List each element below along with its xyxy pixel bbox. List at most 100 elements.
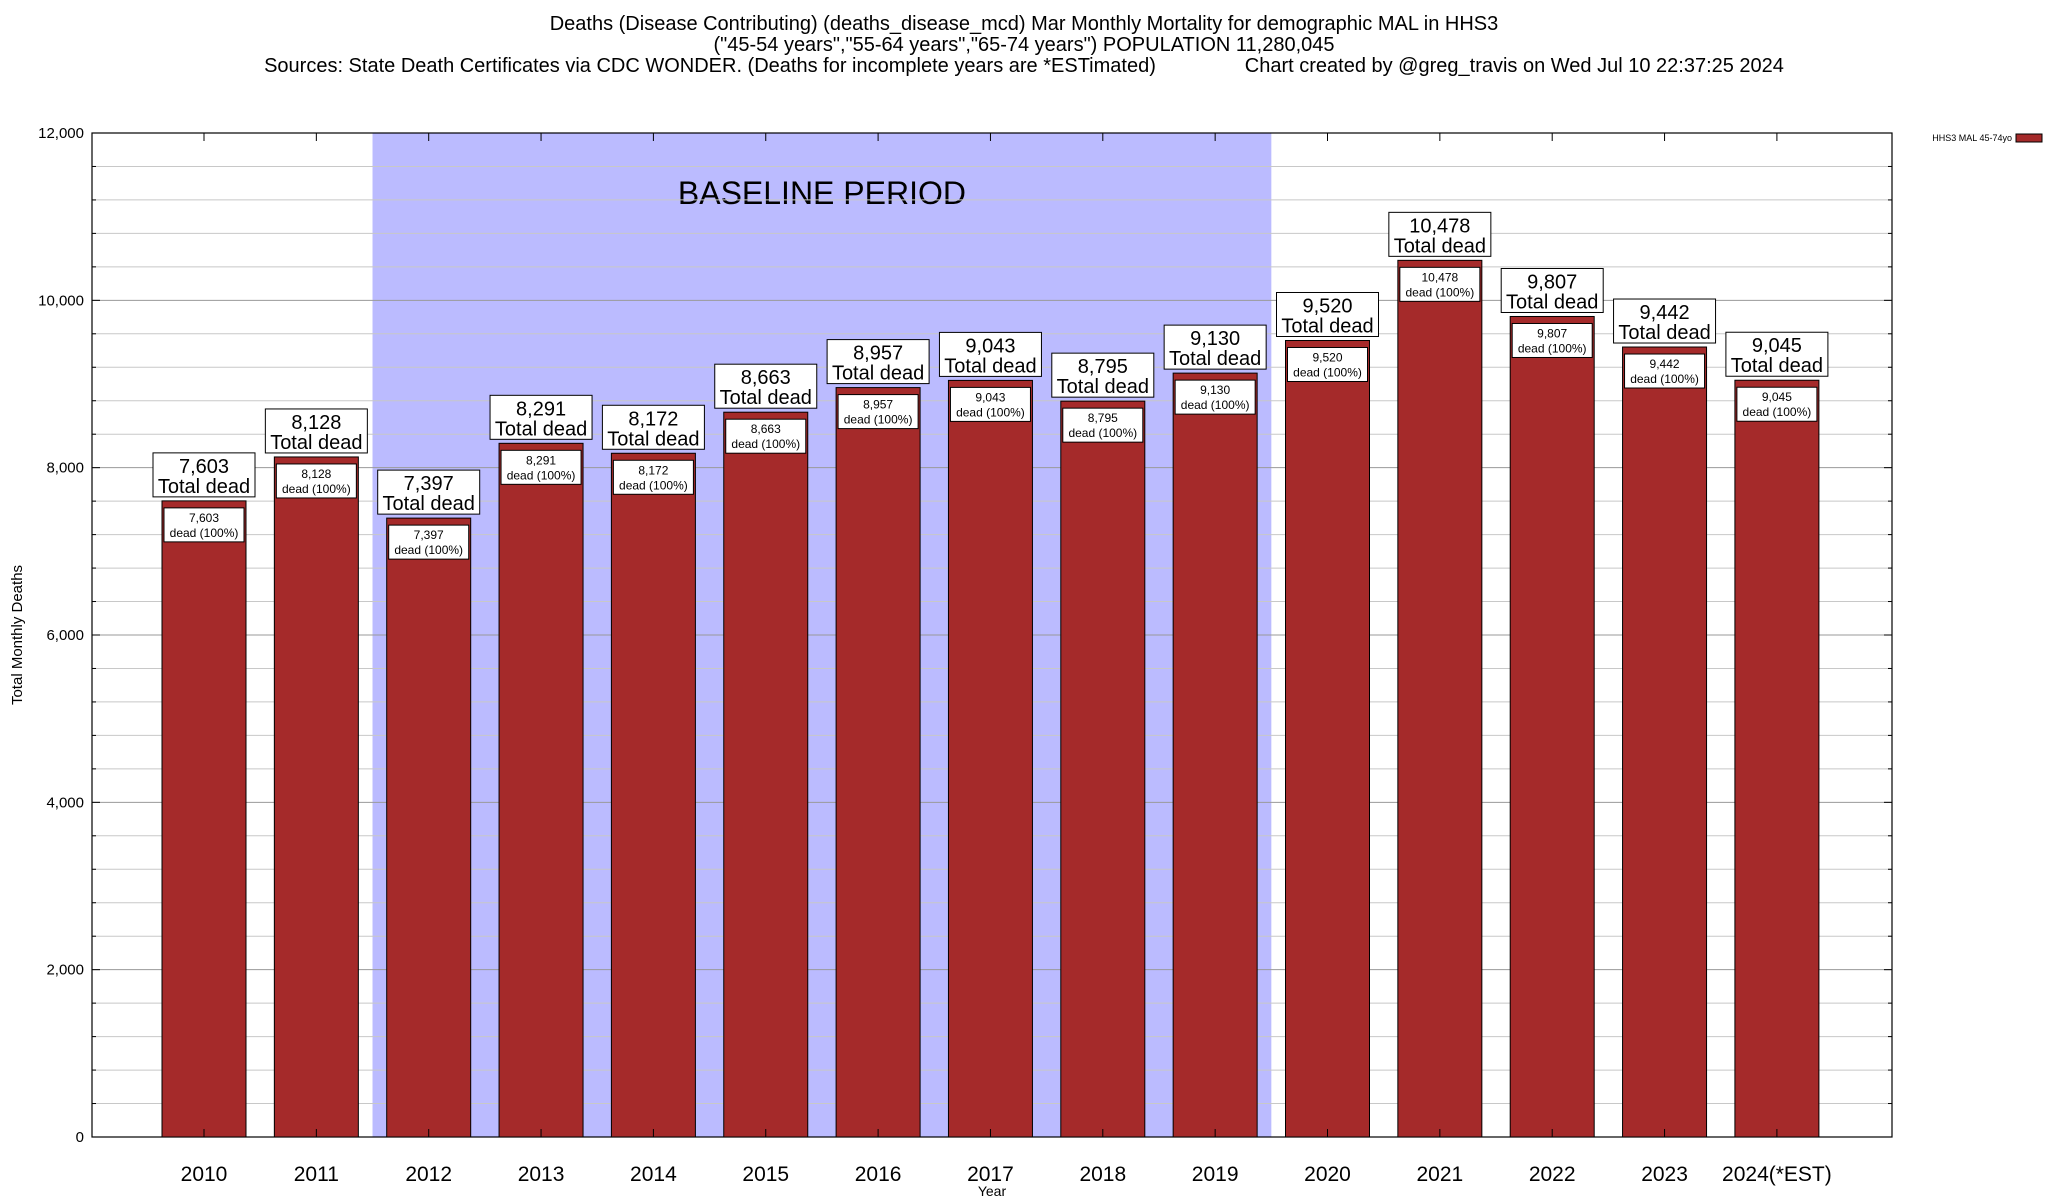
x-tick-label: 2024(*EST) [1722, 1163, 1832, 1186]
total-value-label: 10,478 [1409, 215, 1470, 237]
total-dead-label: Total dead [1731, 355, 1823, 377]
inner-percent-label: dead (100%) [1068, 426, 1137, 440]
x-tick-label: 2019 [1192, 1163, 1239, 1186]
x-tick-label: 2013 [518, 1163, 565, 1186]
bar-2022 [1509, 315, 1595, 1138]
inner-value-label: 9,807 [1537, 326, 1567, 340]
bar-2019 [1172, 372, 1258, 1138]
inner-value-label: 8,663 [751, 422, 781, 436]
inner-label-box [1511, 322, 1593, 358]
total-dead-label: Total dead [1057, 376, 1149, 398]
x-tick-label: 2022 [1529, 1163, 1576, 1186]
inner-label-box [725, 418, 807, 454]
total-dead-label: Total dead [720, 387, 812, 409]
chart-subtitle: ("45-54 years","55-64 years","65-74 year… [713, 34, 1335, 56]
inner-label-box [1736, 386, 1818, 422]
x-tick-label: 2012 [405, 1163, 452, 1186]
inner-percent-label: dead (100%) [619, 478, 688, 492]
bar-2012 [386, 517, 472, 1138]
inner-value-label: 8,291 [526, 453, 556, 467]
y-tick-label: 12,000 [38, 125, 84, 142]
bar-2010 [161, 500, 247, 1138]
total-label-box [1613, 298, 1717, 344]
bar-2021 [1397, 259, 1483, 1138]
inner-value-label: 8,795 [1088, 411, 1118, 425]
total-value-label: 7,397 [404, 473, 454, 495]
legend-swatch [2015, 133, 2043, 143]
x-tick-label: 2011 [294, 1163, 339, 1186]
total-label-box [1500, 267, 1604, 313]
inner-label-box [949, 386, 1031, 422]
total-label-box [826, 339, 930, 385]
inner-percent-label: dead (100%) [394, 543, 463, 557]
total-label-box [1725, 331, 1829, 377]
total-value-label: 9,442 [1640, 302, 1690, 324]
inner-label-box [163, 507, 245, 543]
total-dead-label: Total dead [1394, 235, 1486, 257]
inner-percent-label: dead (100%) [844, 413, 913, 427]
inner-value-label: 9,043 [975, 390, 1005, 404]
inner-percent-label: dead (100%) [1518, 341, 1587, 355]
inner-value-label: 10,478 [1421, 270, 1458, 284]
total-value-label: 9,130 [1190, 328, 1240, 350]
chart-title-block: Deaths (Disease Contributing) (deaths_di… [0, 14, 2048, 77]
inner-percent-label: dead (100%) [1743, 405, 1812, 419]
total-value-label: 9,520 [1302, 295, 1352, 317]
legend-label: HHS3 MAL 45-74yo [1932, 133, 2012, 143]
inner-percent-label: dead (100%) [956, 405, 1025, 419]
inner-value-label: 9,442 [1650, 357, 1680, 371]
inner-label-box [1399, 266, 1481, 302]
y-tick-label: 6,000 [46, 627, 84, 644]
total-value-label: 7,603 [179, 456, 229, 478]
total-label-box [714, 363, 818, 409]
inner-value-label: 8,957 [863, 398, 893, 412]
total-dead-label: Total dead [1618, 322, 1710, 344]
y-tick-label: 8,000 [46, 460, 84, 477]
inner-label-box [500, 449, 582, 485]
inner-label-box [612, 459, 694, 495]
bar-2018 [1060, 400, 1146, 1138]
bar-2016 [835, 387, 921, 1138]
y-axis-title: Total Monthly Deaths [9, 565, 26, 705]
total-value-label: 8,291 [516, 398, 566, 420]
total-label-box [1051, 352, 1155, 398]
total-label-box [1388, 211, 1492, 257]
bar-2014 [610, 452, 696, 1138]
x-tick-label: 2010 [181, 1163, 228, 1186]
total-dead-label: Total dead [495, 418, 587, 440]
inner-percent-label: dead (100%) [282, 482, 351, 496]
y-tick-label: 10,000 [38, 292, 84, 309]
inner-percent-label: dead (100%) [731, 437, 800, 451]
total-label-box [938, 331, 1042, 377]
inner-value-label: 9,130 [1200, 383, 1230, 397]
bar-2017 [947, 379, 1033, 1138]
chart-source-line: Sources: State Death Certificates via CD… [264, 55, 1784, 77]
total-value-label: 8,172 [628, 408, 678, 430]
bar-2023 [1622, 346, 1708, 1138]
inner-value-label: 9,045 [1762, 390, 1792, 404]
total-dead-label: Total dead [1506, 291, 1598, 313]
total-dead-label: Total dead [1169, 348, 1261, 370]
bar-2015 [723, 411, 809, 1138]
total-value-label: 8,795 [1078, 356, 1128, 378]
y-tick-label: 4,000 [46, 794, 84, 811]
total-value-label: 9,043 [965, 335, 1015, 357]
total-value-label: 9,807 [1527, 271, 1577, 293]
x-tick-label: 2014 [630, 1163, 677, 1186]
inner-label-box [837, 394, 919, 430]
total-value-label: 8,128 [291, 412, 341, 434]
total-dead-label: Total dead [158, 476, 250, 498]
total-dead-label: Total dead [607, 428, 699, 450]
x-axis-title: Year [978, 1183, 1007, 1199]
x-tick-label: 2023 [1641, 1163, 1688, 1186]
inner-percent-label: dead (100%) [1405, 285, 1474, 299]
inner-label-box [1062, 407, 1144, 443]
chart-title: Deaths (Disease Contributing) (deaths_di… [549, 13, 1499, 35]
bar-2011 [273, 456, 359, 1138]
total-dead-label: Total dead [383, 493, 475, 515]
x-tick-label: 2021 [1416, 1163, 1463, 1186]
total-value-label: 9,045 [1752, 335, 1802, 357]
inner-value-label: 9,520 [1312, 350, 1342, 364]
inner-value-label: 7,397 [414, 528, 444, 542]
inner-value-label: 8,172 [638, 463, 668, 477]
